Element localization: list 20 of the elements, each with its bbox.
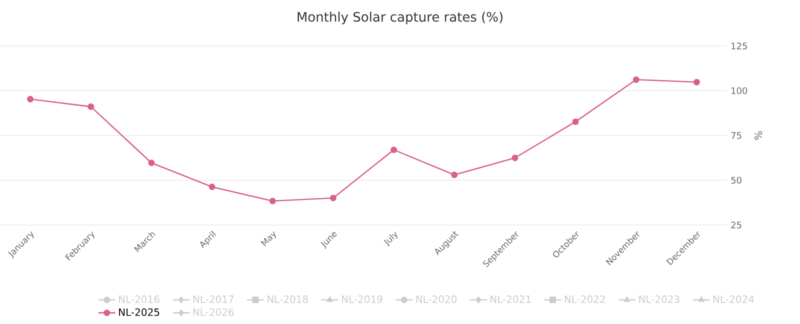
y-tick-label: 75	[731, 132, 742, 139]
point	[88, 103, 94, 110]
point	[208, 184, 216, 190]
point	[572, 118, 579, 125]
point	[512, 154, 518, 162]
y-tick-label: 25	[731, 222, 742, 228]
y-tick-label: 100	[732, 87, 748, 94]
legend-label: NL-2025	[119, 308, 160, 316]
point	[269, 198, 276, 204]
y-tick-label: 125	[732, 42, 747, 50]
chart-title: Monthly Solar capture rates (%)	[298, 12, 502, 24]
y-axis-title: %	[754, 131, 762, 140]
point	[330, 194, 336, 202]
point	[632, 76, 640, 83]
point	[27, 96, 34, 102]
point	[451, 172, 458, 178]
point	[148, 160, 155, 166]
point	[390, 146, 398, 154]
y-tick-label: 50	[731, 176, 742, 184]
point	[693, 78, 700, 86]
